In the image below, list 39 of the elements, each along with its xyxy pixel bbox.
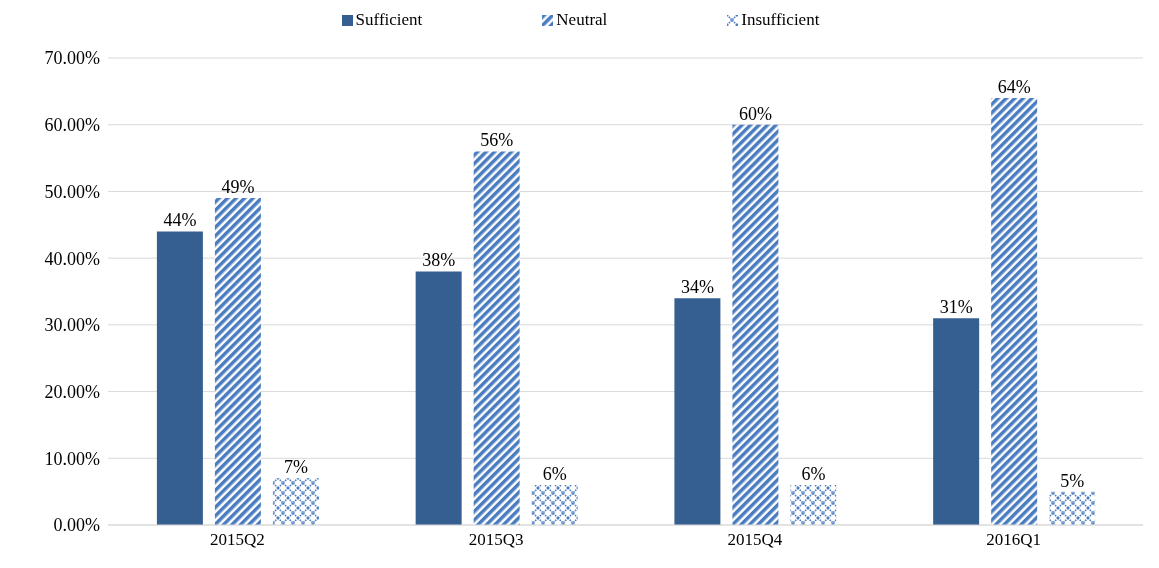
x-tick-label: 2016Q1 bbox=[986, 530, 1042, 550]
bar bbox=[1049, 491, 1096, 525]
data-label: 49% bbox=[221, 177, 255, 198]
bar bbox=[531, 484, 578, 525]
bar bbox=[156, 231, 203, 525]
data-label: 34% bbox=[680, 277, 714, 298]
data-label: 38% bbox=[422, 250, 456, 271]
data-label: 64% bbox=[997, 77, 1031, 98]
bar bbox=[473, 151, 520, 525]
y-tick-label: 20.00% bbox=[44, 381, 100, 402]
bar bbox=[415, 271, 462, 525]
y-tick-label: 30.00% bbox=[44, 315, 100, 336]
bar bbox=[991, 98, 1038, 525]
bar bbox=[674, 298, 721, 525]
legend-label: Sufficient bbox=[354, 10, 423, 30]
data-label: 60% bbox=[738, 103, 772, 124]
legend-label: Insufficient bbox=[740, 10, 820, 30]
data-label: 7% bbox=[283, 457, 308, 478]
data-label: 6% bbox=[542, 463, 567, 484]
y-tick-label: 60.00% bbox=[44, 115, 100, 136]
data-label: 6% bbox=[801, 463, 826, 484]
y-tick-label: 70.00% bbox=[44, 48, 100, 69]
data-label: 5% bbox=[1060, 470, 1085, 491]
y-tick-label: 0.00% bbox=[53, 515, 100, 536]
y-tick-label: 10.00% bbox=[44, 448, 100, 469]
bar bbox=[732, 124, 779, 525]
x-tick-label: 2015Q3 bbox=[468, 530, 524, 550]
y-tick-label: 50.00% bbox=[44, 181, 100, 202]
bar bbox=[933, 318, 980, 525]
data-label: 56% bbox=[480, 130, 514, 151]
legend-label: Neutral bbox=[555, 10, 608, 30]
data-label: 44% bbox=[163, 210, 197, 231]
x-tick-label: 2015Q2 bbox=[209, 530, 265, 550]
bar bbox=[214, 198, 261, 525]
y-tick-label: 40.00% bbox=[44, 248, 100, 269]
bar bbox=[790, 484, 837, 525]
x-tick-label: 2015Q4 bbox=[727, 530, 783, 550]
bar bbox=[272, 478, 319, 525]
data-label: 31% bbox=[939, 297, 973, 318]
